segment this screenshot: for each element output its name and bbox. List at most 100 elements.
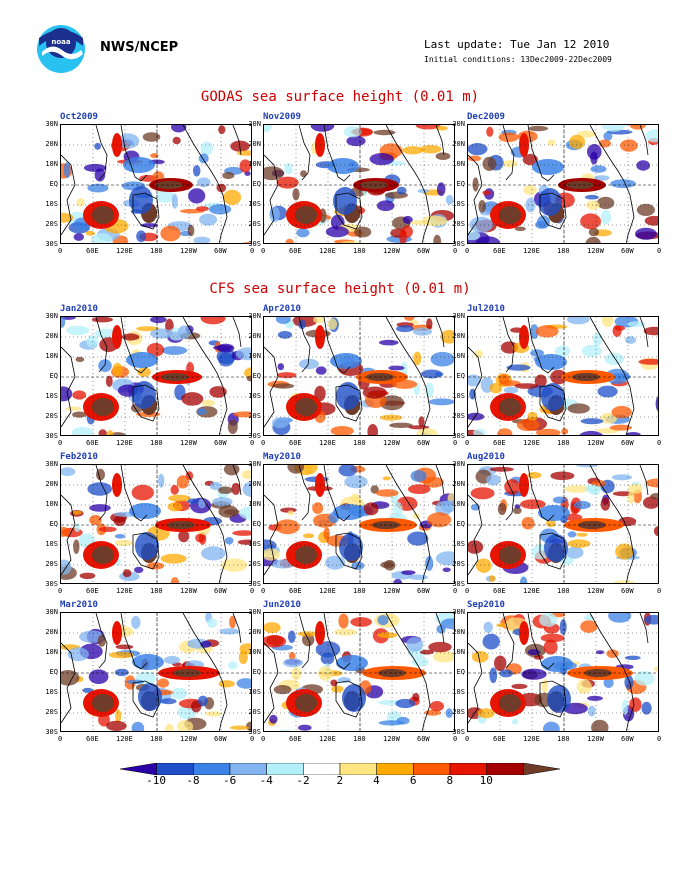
x-tick-label: 0 [261, 439, 266, 447]
x-tick-label: 0 [657, 439, 662, 447]
ssh-anomaly-map [467, 612, 659, 732]
ssh-anomaly-map [60, 464, 252, 584]
x-tick-label: 0 [250, 439, 255, 447]
y-tick-label: 10N [248, 352, 261, 360]
y-tick-label: 20N [45, 480, 58, 488]
map-panel: Nov2009 30N 20N 10N EQ 10S 20S 30S 0 60E 120E 180 1… [248, 112, 457, 255]
x-tick-label: 0 [58, 735, 63, 743]
y-tick-label: 10N [452, 160, 465, 168]
x-tick-label: 180 [150, 439, 163, 447]
y-tick-label: 10S [452, 392, 465, 400]
y-tick-label: 20N [452, 480, 465, 488]
colorbar-label: 8 [446, 774, 454, 787]
y-tick-label: 20S [452, 560, 465, 568]
y-tick-label: 30S [452, 432, 465, 440]
y-tick-label: 30S [45, 240, 58, 248]
y-tick-label: 30S [45, 432, 58, 440]
map-panel: May2010 30N 20N 10N EQ 10S 20S 30S 0 60E 120E 180 1… [248, 452, 457, 595]
x-tick-label: 60E [493, 439, 506, 447]
y-tick-label: 10N [45, 500, 58, 508]
panel-label: Mar2010 [60, 600, 98, 610]
y-tick-label: 20S [248, 560, 261, 568]
x-tick-label: 60W [417, 735, 430, 743]
panel-label: Dec2009 [467, 112, 505, 122]
x-tick-label: 60E [86, 247, 99, 255]
panel-label: Jan2010 [60, 304, 98, 314]
y-tick-label: 30N [452, 460, 465, 468]
x-tick-label: 120W [180, 247, 197, 255]
colorbar-label: -8 [186, 774, 200, 787]
map-panel: Aug2010 30N 20N 10N EQ 10S 20S 30S 0 60E 120E 180 1… [452, 452, 661, 595]
map-panel: Apr2010 30N 20N 10N EQ 10S 20S 30S 0 60E 120E 180 1… [248, 304, 457, 447]
y-tick-label: 30S [248, 240, 261, 248]
y-tick-label: 30N [248, 460, 261, 468]
y-tick-label: 20S [45, 220, 58, 228]
y-tick-label: 30S [45, 580, 58, 588]
x-tick-label: 60E [289, 247, 302, 255]
x-tick-label: 120E [319, 439, 336, 447]
y-tick-label: 10N [248, 500, 261, 508]
x-tick-label: 180 [150, 735, 163, 743]
map-panel: Oct2009 30N 20N 10N EQ 10S 20S 30S 0 60E 120E 180 1… [45, 112, 254, 255]
x-tick-label: 60E [493, 247, 506, 255]
x-tick-label: 60W [214, 735, 227, 743]
y-tick-label: 20N [45, 140, 58, 148]
x-tick-label: 60W [214, 439, 227, 447]
x-tick-label: 60W [621, 247, 634, 255]
y-tick-label: 30S [452, 728, 465, 736]
y-tick-label: 10S [248, 540, 261, 548]
x-tick-label: 120E [319, 247, 336, 255]
y-tick-label: 20S [45, 708, 58, 716]
panel-label: Sep2010 [467, 600, 505, 610]
colorbar-label: -6 [223, 774, 237, 787]
y-tick-label: 10S [45, 200, 58, 208]
ssh-anomaly-map [467, 464, 659, 584]
ssh-anomaly-map [263, 612, 455, 732]
x-tick-label: 120E [116, 247, 133, 255]
x-tick-label: 0 [58, 587, 63, 595]
y-tick-label: EQ [252, 668, 261, 676]
ssh-anomaly-map [467, 124, 659, 244]
ssh-anomaly-map [263, 464, 455, 584]
initial-conditions: Initial conditions: 13Dec2009-22Dec2009 [424, 55, 612, 64]
colorbar-label: -2 [296, 774, 310, 787]
y-tick-label: 10N [452, 352, 465, 360]
y-tick-label: 30N [45, 460, 58, 468]
x-tick-label: 0 [250, 247, 255, 255]
map-panel: Jan2010 30N 20N 10N EQ 10S 20S 30S 0 60E 120E 180 1… [45, 304, 254, 447]
colorbar-label: -10 [146, 774, 167, 787]
y-tick-label: 10N [452, 648, 465, 656]
x-tick-label: 120W [180, 735, 197, 743]
y-tick-label: 20N [452, 140, 465, 148]
x-tick-label: 0 [250, 735, 255, 743]
y-tick-label: 10S [45, 540, 58, 548]
noaa-logo-icon: noaa [36, 24, 86, 74]
x-tick-label: 0 [261, 247, 266, 255]
y-tick-label: EQ [456, 668, 465, 676]
panel-label: Jul2010 [467, 304, 505, 314]
x-tick-label: 180 [353, 735, 366, 743]
y-tick-label: 30S [248, 728, 261, 736]
y-tick-label: 20N [45, 628, 58, 636]
y-tick-label: 20N [248, 332, 261, 340]
y-tick-label: EQ [456, 372, 465, 380]
colorbar-label: 10 [479, 774, 493, 787]
x-tick-label: 60W [417, 587, 430, 595]
x-tick-label: 60W [214, 247, 227, 255]
map-panel: Feb2010 30N 20N 10N EQ 10S 20S 30S 0 60E 120E 180 1… [45, 452, 254, 595]
y-tick-label: 20N [248, 480, 261, 488]
x-tick-label: 0 [58, 247, 63, 255]
x-tick-label: 120E [116, 735, 133, 743]
ssh-anomaly-map [60, 316, 252, 436]
y-tick-label: 10S [45, 688, 58, 696]
org-name: NWS/NCEP [100, 40, 179, 55]
y-tick-label: EQ [456, 180, 465, 188]
x-tick-label: 60E [86, 439, 99, 447]
y-tick-label: 30N [45, 312, 58, 320]
y-tick-label: 10S [452, 688, 465, 696]
x-tick-label: 180 [557, 439, 570, 447]
x-tick-label: 120E [523, 587, 540, 595]
y-tick-label: 10N [45, 648, 58, 656]
x-tick-label: 60E [493, 735, 506, 743]
x-tick-label: 60W [417, 439, 430, 447]
